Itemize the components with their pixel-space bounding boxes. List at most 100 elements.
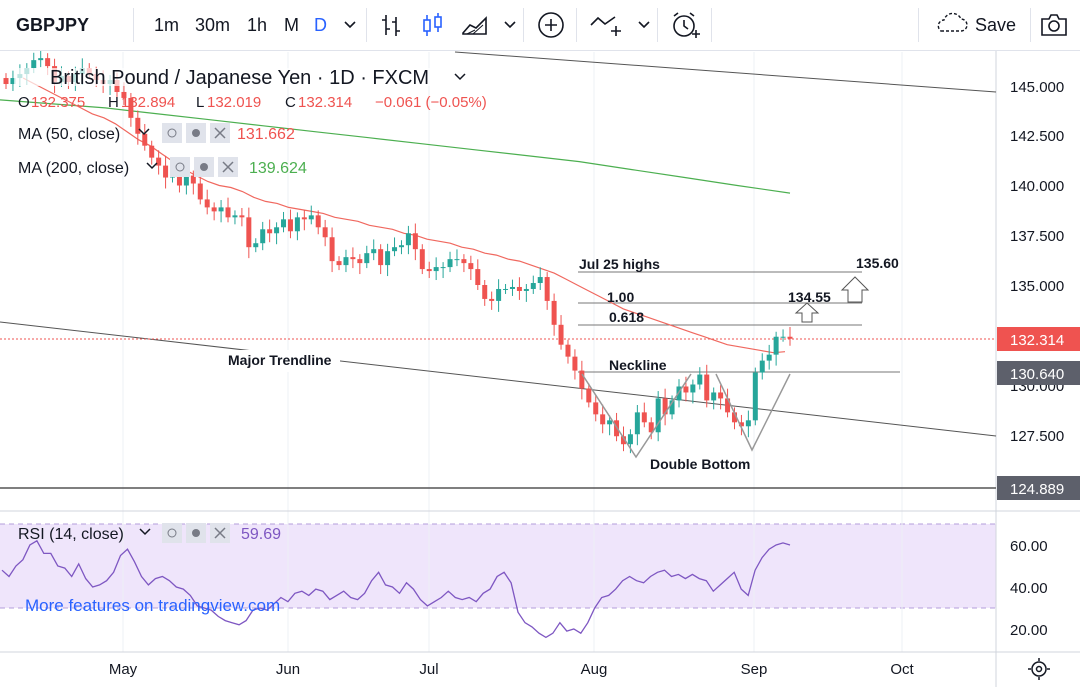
area-chart-icon[interactable] bbox=[461, 0, 489, 50]
interval-month[interactable]: M bbox=[284, 14, 299, 35]
toolbar-divider bbox=[1030, 8, 1031, 42]
candle-body bbox=[149, 145, 155, 158]
bar-chart-icon[interactable] bbox=[380, 0, 404, 50]
eye-icon[interactable] bbox=[162, 523, 182, 543]
tradingview-watermark-link[interactable]: More features on tradingview.com bbox=[25, 596, 280, 615]
candle-body bbox=[503, 288, 509, 290]
time-axis[interactable]: May Jun Jul Aug Sep Oct bbox=[109, 661, 915, 678]
price-chart[interactable]: Jul 25 highs 1.00 0.618 134.55 135.60 Ne… bbox=[0, 51, 1080, 687]
chevron-down-icon[interactable] bbox=[343, 0, 357, 50]
trendline-label-bg bbox=[216, 350, 340, 372]
open-key: O bbox=[18, 94, 30, 111]
toolbar-divider bbox=[918, 8, 919, 42]
ma200-legend-label: MA (200, close) bbox=[18, 160, 129, 177]
candle-body bbox=[752, 372, 758, 421]
eye-icon[interactable] bbox=[170, 157, 190, 177]
interval-30m[interactable]: 30m bbox=[195, 14, 231, 35]
candle-body bbox=[787, 336, 793, 339]
candle-body bbox=[225, 207, 231, 218]
ma50-legend-label: MA (50, close) bbox=[18, 126, 120, 143]
y-tick: 140.000 bbox=[1010, 178, 1064, 195]
alarm-clock-icon[interactable] bbox=[670, 0, 700, 50]
candle-body bbox=[218, 207, 224, 212]
rsi-legend-controls[interactable] bbox=[162, 523, 230, 543]
candle-body bbox=[634, 412, 640, 435]
double-bottom-left-triangle bbox=[581, 373, 692, 459]
candle-body bbox=[433, 267, 439, 272]
neckline-label: Neckline bbox=[609, 357, 667, 373]
last-price-value: 132.314 bbox=[1010, 332, 1064, 349]
top-toolbar: GBPJPY 1m 30m 1h M D Save bbox=[0, 0, 1080, 51]
candle-body bbox=[447, 259, 453, 268]
save-button[interactable]: Save bbox=[933, 8, 1027, 42]
candle-body bbox=[697, 374, 703, 385]
candle-body bbox=[475, 269, 481, 285]
chevron-down-icon[interactable] bbox=[503, 0, 517, 50]
neckline-price-tag bbox=[997, 361, 1080, 385]
candle-body bbox=[544, 277, 550, 301]
candle-body bbox=[725, 398, 731, 413]
candlestick-series bbox=[3, 51, 793, 454]
y-tick: 142.500 bbox=[1010, 128, 1064, 145]
candle-body bbox=[558, 324, 564, 345]
chevron-down-icon[interactable] bbox=[139, 528, 151, 536]
price-axis[interactable]: 145.000 142.500 140.000 137.500 135.000 … bbox=[1010, 79, 1064, 445]
cloud-icon bbox=[933, 11, 969, 40]
ma200-legend-controls[interactable] bbox=[170, 157, 238, 177]
major-trendline bbox=[0, 321, 997, 437]
candle-body bbox=[322, 227, 328, 238]
save-label: Save bbox=[975, 14, 1017, 35]
target-134-label: 134.55 bbox=[788, 289, 831, 305]
candle-body bbox=[579, 370, 585, 389]
fib-100-label: 1.00 bbox=[607, 289, 634, 305]
double-bottom-right-triangle bbox=[715, 373, 791, 452]
candle-body bbox=[398, 245, 404, 248]
candle-body bbox=[572, 356, 578, 371]
chevron-down-icon[interactable] bbox=[454, 73, 466, 81]
add-indicator-icon[interactable] bbox=[537, 0, 565, 50]
candle-body bbox=[745, 420, 751, 427]
candle-chart-icon[interactable] bbox=[421, 0, 445, 50]
toolbar-divider bbox=[133, 8, 134, 42]
interval-day[interactable]: D bbox=[314, 14, 327, 35]
candle-body bbox=[142, 133, 148, 146]
eye-icon[interactable] bbox=[162, 123, 182, 143]
chevron-down-icon[interactable] bbox=[637, 0, 651, 50]
interval-1h[interactable]: 1h bbox=[247, 14, 268, 35]
chevron-down-icon[interactable] bbox=[146, 162, 158, 170]
rsi-axis[interactable]: 60.00 40.00 20.00 bbox=[1010, 538, 1048, 639]
candle-body bbox=[586, 388, 592, 403]
candle-body bbox=[412, 233, 418, 250]
candle-body bbox=[489, 298, 495, 301]
candle-body bbox=[766, 354, 772, 361]
rsi-tick: 20.00 bbox=[1010, 622, 1048, 639]
toolbar-divider bbox=[366, 8, 367, 42]
candle-body bbox=[641, 412, 647, 423]
camera-icon[interactable] bbox=[1039, 0, 1069, 50]
y-tick: 127.500 bbox=[1010, 428, 1064, 445]
candle-body bbox=[731, 412, 737, 423]
rsi-tick: 40.00 bbox=[1010, 580, 1048, 597]
arrow-up-icon bbox=[794, 302, 820, 323]
candle-body bbox=[45, 58, 51, 67]
support-price-value: 124.889 bbox=[1010, 481, 1064, 498]
candle-body bbox=[482, 285, 488, 299]
chevron-down-icon[interactable] bbox=[138, 128, 150, 136]
vertical-gridlines bbox=[122, 52, 903, 652]
candle-body bbox=[281, 219, 287, 228]
gear-icon[interactable] bbox=[1028, 658, 1050, 680]
candle-body bbox=[38, 58, 44, 61]
interval-1m[interactable]: 1m bbox=[154, 14, 180, 35]
symbol-search[interactable]: GBPJPY bbox=[16, 14, 90, 35]
compare-icon[interactable] bbox=[589, 0, 623, 50]
low-key: L bbox=[196, 94, 204, 111]
candle-body bbox=[627, 434, 633, 445]
candle-body bbox=[461, 259, 467, 264]
x-tick: Aug bbox=[581, 661, 608, 678]
candle-body bbox=[294, 217, 300, 232]
ma50-legend-controls[interactable] bbox=[162, 123, 230, 143]
rsi-legend-value: 59.69 bbox=[241, 526, 281, 543]
candle-body bbox=[204, 199, 210, 208]
candle-body bbox=[565, 344, 571, 357]
candle-body bbox=[287, 219, 293, 232]
